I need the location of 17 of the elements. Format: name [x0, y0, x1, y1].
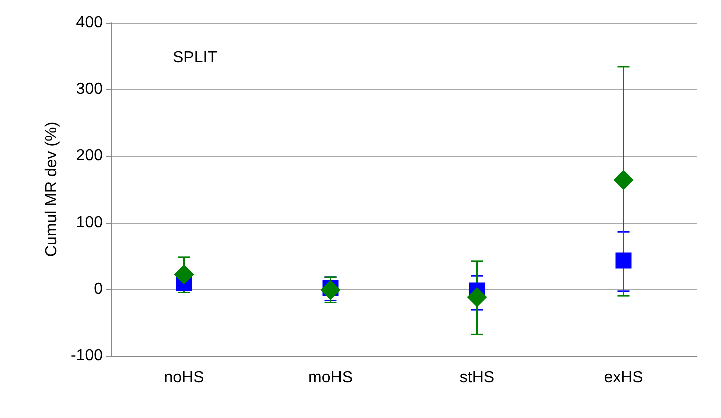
point	[174, 264, 194, 285]
point	[467, 287, 488, 308]
y-tick-label: 100	[76, 214, 104, 232]
x-tick-label: stHS	[460, 370, 495, 386]
point	[616, 252, 632, 269]
y-tick-label: 400	[76, 14, 104, 32]
x-tick-label: noHS	[164, 370, 204, 386]
x-tick-label: exHS	[604, 370, 644, 386]
x-tick-label: moHS	[308, 370, 353, 386]
y-tick-label: 200	[76, 148, 104, 165]
y-tick-label: 300	[76, 81, 104, 98]
annotation: SPLIT	[173, 50, 218, 66]
y-tick-label: -100	[70, 348, 104, 364]
y-axis-title: Cumul MR dev (%)	[44, 122, 61, 258]
y-tick-label: 0	[94, 280, 104, 298]
point	[320, 280, 341, 300]
point	[614, 170, 634, 190]
